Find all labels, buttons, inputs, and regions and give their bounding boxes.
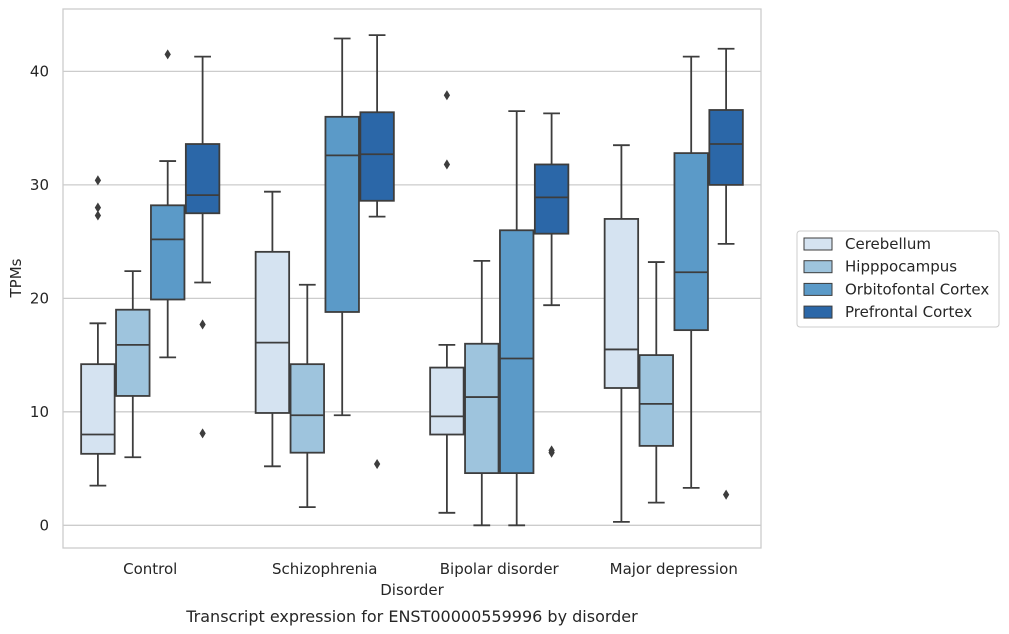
outlier-point	[199, 428, 206, 439]
legend: Cerebellum Hipppocampus Orbitofontal Corte…	[796, 230, 1000, 328]
y-tick-label: 20	[30, 289, 49, 307]
box-iqr	[359, 111, 395, 202]
y-tick-label: 0	[39, 516, 49, 534]
y-tick-label: 30	[30, 176, 49, 194]
legend-label: Prefrontal Cortex	[845, 303, 972, 321]
legend-swatch	[803, 237, 833, 251]
legend-label: Orbitofontal Cortex	[845, 280, 989, 298]
box-iqr	[184, 143, 221, 215]
legend-label: Cerebellum	[845, 235, 931, 253]
box-iqr	[429, 366, 465, 436]
x-tick-label: Control	[123, 560, 177, 578]
outlier-point	[443, 90, 451, 101]
chart-caption: Transcript expression for ENST0000055999…	[185, 607, 638, 626]
box-orbitofontal-cortex-1	[324, 37, 360, 417]
outlier-point	[722, 489, 730, 500]
box-iqr	[150, 204, 186, 301]
outlier-point	[548, 445, 555, 456]
box-iqr	[464, 342, 500, 475]
x-axis-title: Disorder	[380, 581, 444, 599]
legend-label: Hipppocampus	[845, 258, 957, 276]
legend-swatch	[803, 260, 833, 274]
box-iqr	[708, 109, 744, 186]
plot-frame	[62, 8, 762, 549]
box-iqr	[289, 363, 325, 454]
outlier-point	[164, 49, 171, 60]
y-tick-labels: 0 10 20 30 40	[30, 62, 49, 534]
box-cerebellum-1	[254, 190, 291, 468]
y-tick-label: 10	[30, 403, 49, 421]
box-iqr	[115, 308, 151, 397]
box-iqr	[254, 250, 291, 414]
box-orbitofontal-cortex-0	[150, 49, 186, 359]
box-hipppocampus-3	[638, 261, 674, 504]
box-prefrontal-cortex-2	[533, 112, 570, 458]
legend-swatch	[803, 282, 833, 296]
box-iqr	[638, 354, 674, 447]
box-cerebellum-0	[80, 175, 116, 487]
box-hipppocampus-0	[115, 270, 151, 459]
y-axis-title: TPMs	[7, 258, 25, 298]
legend-swatch	[803, 305, 833, 319]
x-tick-label: Schizophrenia	[272, 560, 377, 578]
outlier-point	[94, 175, 102, 186]
outlier-point	[94, 202, 102, 213]
boxes	[80, 34, 744, 527]
box-cerebellum-2	[429, 90, 465, 514]
box-iqr	[499, 229, 535, 475]
legend-frame	[796, 230, 1000, 328]
box-iqr	[533, 163, 570, 235]
box-hipppocampus-1	[289, 283, 325, 509]
box-prefrontal-cortex-3	[708, 47, 744, 500]
box-iqr	[603, 218, 640, 389]
x-tick-label: Major depression	[610, 560, 738, 578]
x-tick-label: Bipolar disorder	[440, 560, 560, 578]
y-tick-label: 40	[30, 62, 49, 80]
box-iqr	[324, 115, 360, 313]
outlier-point	[199, 319, 206, 330]
outlier-point	[94, 210, 102, 221]
box-orbitofontal-cortex-3	[673, 55, 709, 489]
x-tick-labels: Control Schizophrenia Bipolar disorder Majo…	[123, 560, 738, 578]
outlier-point	[443, 159, 451, 170]
box-iqr	[80, 363, 116, 455]
box-cerebellum-3	[603, 144, 640, 523]
box-orbitofontal-cortex-2	[499, 110, 535, 527]
box-hipppocampus-2	[464, 260, 500, 527]
box-prefrontal-cortex-1	[359, 34, 395, 470]
box-iqr	[673, 152, 709, 332]
outlier-point	[373, 458, 381, 470]
box-prefrontal-cortex-0	[184, 55, 221, 439]
